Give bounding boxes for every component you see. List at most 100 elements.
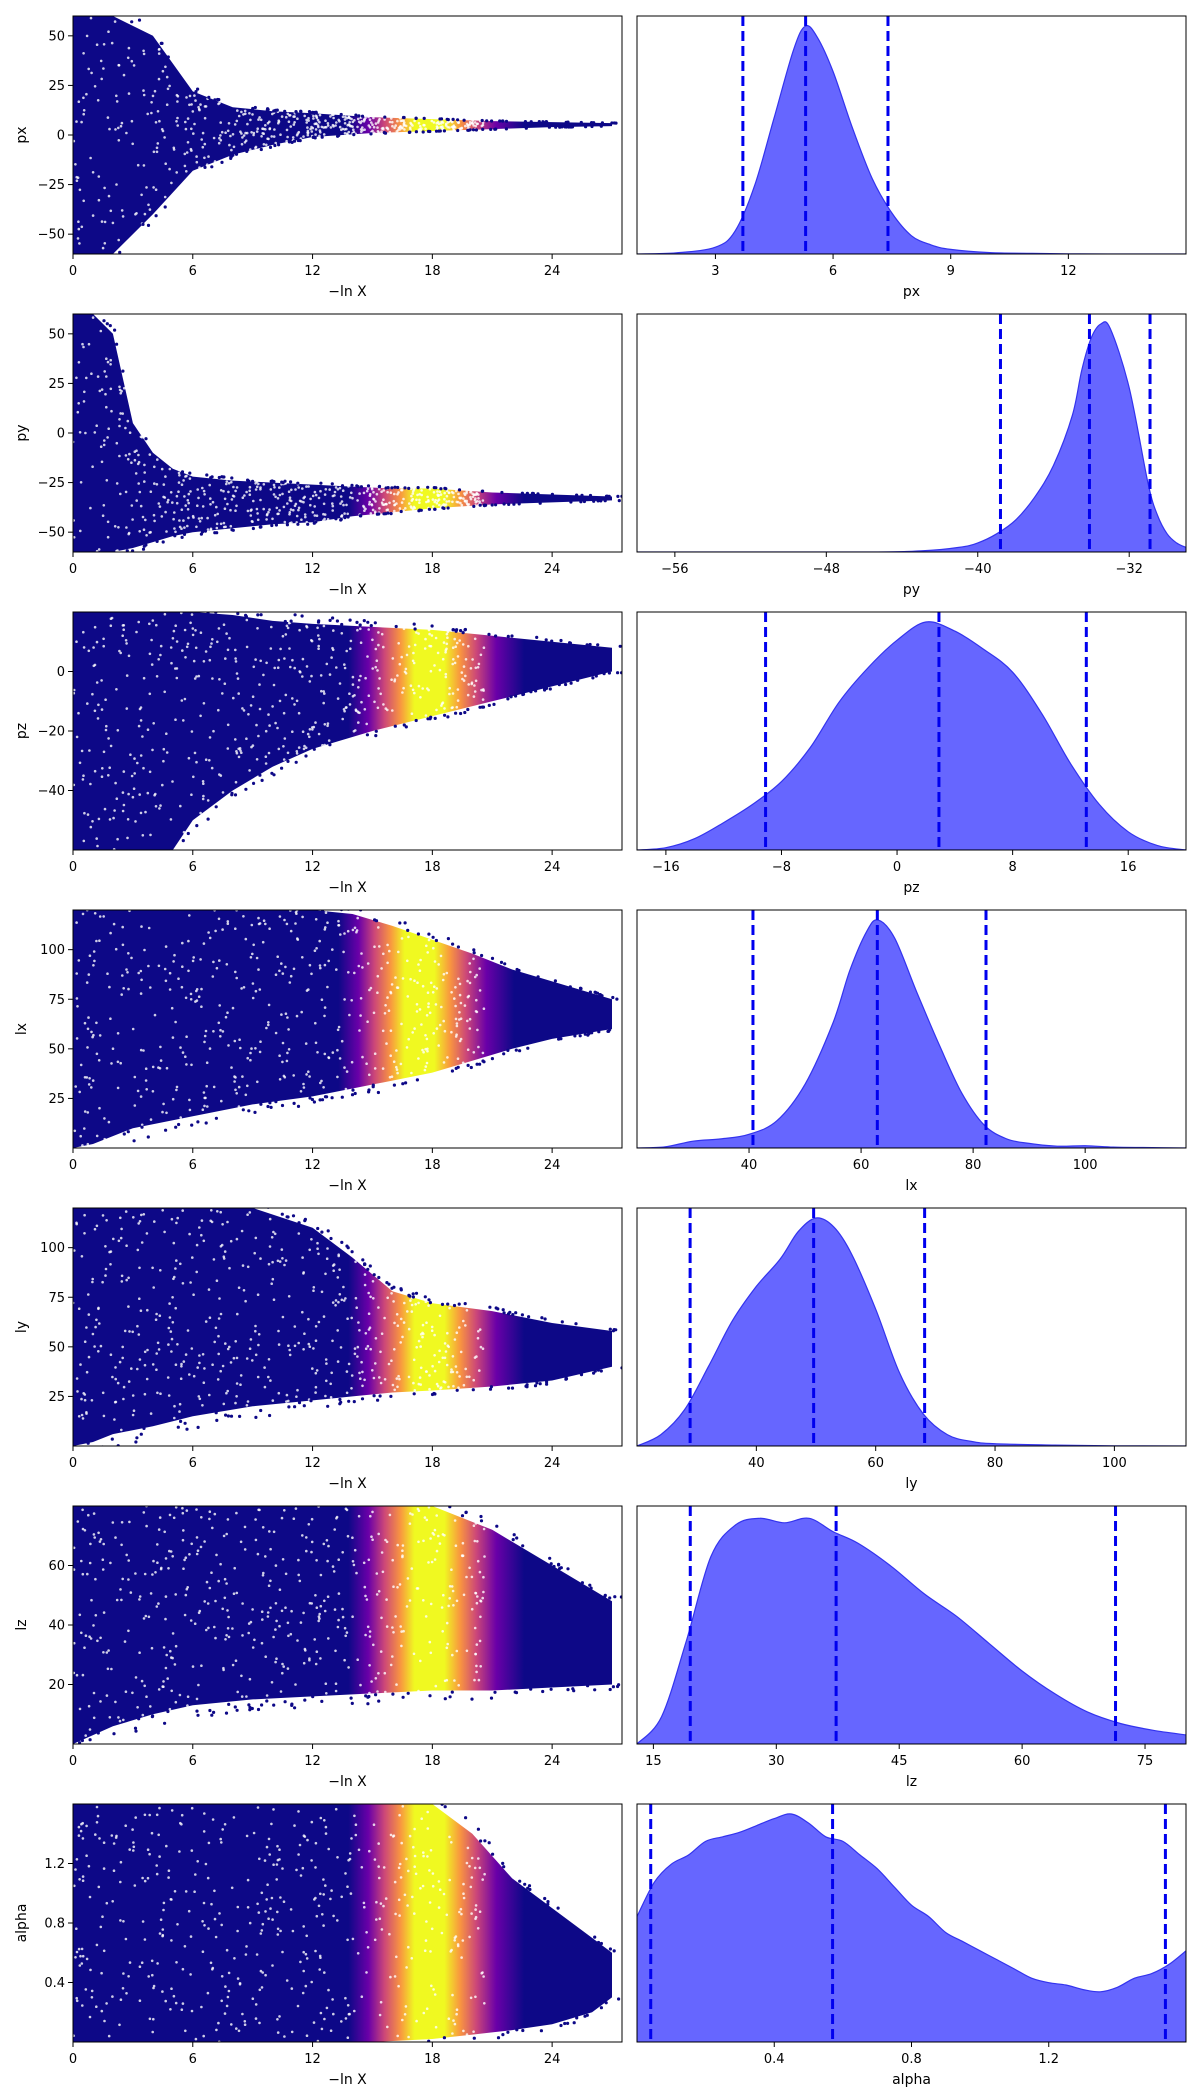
x-axis-label: −ln X (328, 284, 367, 300)
x-tick-label: 0 (69, 264, 77, 279)
y-tick-label: 50 (48, 1042, 65, 1057)
x-tick-label: 100 (1073, 1158, 1098, 1173)
y-axis-label: ly (14, 1321, 30, 1333)
x-tick-label: 60 (853, 1158, 870, 1173)
sample-cloud (73, 1804, 612, 2042)
sample-points (73, 316, 622, 552)
x-tick-label: 45 (891, 1754, 908, 1769)
right-axes-frame (636, 1803, 1187, 2043)
y-tick-label: 0.4 (44, 1976, 65, 1991)
x-tick-label: 0.4 (764, 2052, 785, 2067)
x-tick-label: 8 (1008, 860, 1016, 875)
x-tick-label: 0 (69, 2052, 77, 2067)
posterior-density-area (637, 25, 1186, 254)
x-tick-label: 18 (424, 264, 441, 279)
posterior-panel-alpha: 0.4 0.8 1.2 alpha (636, 1803, 1187, 2088)
x-tick-label: 12 (304, 2052, 321, 2067)
trace-panel-py: 0 6 12 18 24 −ln X −50 −25 0 25 50 py (14, 313, 623, 598)
x-tick-label: 18 (424, 562, 441, 577)
trace-panel-lz: 0 6 12 18 24 −ln X 20 40 60 lz (14, 1505, 623, 1790)
right-axes-frame (636, 611, 1187, 851)
y-tick-label: 100 (40, 1241, 65, 1256)
y-tick-label: 75 (48, 993, 65, 1008)
x-axis-label: px (903, 284, 920, 300)
y-tick-label: −50 (38, 526, 65, 541)
x-tick-label: 75 (1137, 1754, 1154, 1769)
x-tick-label: 12 (1060, 264, 1077, 279)
x-tick-label: 24 (544, 264, 561, 279)
sample-points (73, 16, 618, 254)
y-tick-label: 25 (48, 79, 65, 94)
right-axes-frame (636, 15, 1187, 255)
x-tick-label: 0 (69, 1456, 77, 1471)
x-tick-label: 1.2 (1038, 2052, 1059, 2067)
x-tick-label: 100 (1102, 1456, 1127, 1471)
y-tick-label: 50 (48, 29, 65, 44)
sample-cloud (73, 1506, 612, 1744)
right-axes-frame (636, 313, 1187, 553)
sample-cloud (73, 16, 612, 254)
x-tick-label: 12 (304, 264, 321, 279)
x-tick-label: −16 (652, 860, 679, 875)
posterior-panel-pz: −16 −8 0 8 16 pz (636, 611, 1187, 896)
y-tick-label: −40 (38, 784, 65, 799)
x-axis-label: pz (903, 880, 919, 896)
x-axis-label: −ln X (328, 1774, 367, 1790)
x-axis-label: ly (905, 1476, 917, 1492)
posterior-density-area (637, 1217, 1186, 1446)
x-tick-label: 6 (189, 2052, 197, 2067)
x-tick-label: 18 (424, 860, 441, 875)
posterior-panel-lx: 40 60 80 100 lx (636, 909, 1187, 1194)
x-tick-label: 6 (189, 264, 197, 279)
x-tick-label: 3 (711, 264, 719, 279)
right-axes-frame (636, 909, 1187, 1149)
left-axes-frame (72, 909, 623, 1149)
x-tick-label: 12 (304, 1456, 321, 1471)
x-tick-label: −48 (813, 562, 840, 577)
x-tick-label: 80 (987, 1456, 1004, 1471)
left-axes-frame (72, 1207, 623, 1447)
x-tick-label: 6 (189, 860, 197, 875)
y-tick-label: 25 (48, 1092, 65, 1107)
right-axes-frame (636, 1207, 1187, 1447)
x-tick-label: 6 (829, 264, 837, 279)
trace-panel-ly: 0 6 12 18 24 −ln X 25 50 75 100 ly (14, 1207, 623, 1492)
posterior-panel-lz: 15 30 45 60 75 lz (636, 1505, 1187, 1790)
y-tick-label: 0 (57, 129, 65, 144)
posterior-panel-ly: 40 60 80 100 ly (636, 1207, 1187, 1492)
x-tick-label: 18 (424, 2052, 441, 2067)
x-axis-label: −ln X (328, 2072, 367, 2088)
x-tick-label: 12 (304, 1754, 321, 1769)
x-tick-label: 6 (189, 1456, 197, 1471)
x-tick-label: 24 (544, 860, 561, 875)
x-axis-label: −ln X (328, 880, 367, 896)
posterior-density-area (637, 919, 1186, 1148)
x-tick-label: 24 (544, 1158, 561, 1173)
y-tick-label: 100 (40, 943, 65, 958)
posterior-density-area (637, 621, 1186, 850)
x-tick-label: 12 (304, 1158, 321, 1173)
posterior-density-area (637, 1517, 1186, 1744)
x-axis-label: −ln X (328, 1476, 367, 1492)
x-tick-label: 6 (189, 1158, 197, 1173)
sample-points (73, 1804, 621, 2042)
x-axis-label: lz (906, 1774, 917, 1790)
y-tick-label: 25 (48, 377, 65, 392)
y-tick-label: −25 (38, 178, 65, 193)
y-axis-label: alpha (14, 1904, 30, 1943)
trace-panel-px: 0 6 12 18 24 −ln X −50 −25 0 25 50 px (14, 15, 623, 300)
y-tick-label: 40 (48, 1619, 65, 1634)
x-tick-label: 0 (69, 1158, 77, 1173)
x-tick-label: 0 (893, 860, 901, 875)
x-axis-label: lx (905, 1178, 917, 1194)
y-tick-label: 1.2 (44, 1857, 65, 1872)
x-tick-label: 15 (645, 1754, 662, 1769)
y-tick-label: 25 (48, 1390, 65, 1405)
trace-panel-alpha: 0 6 12 18 24 −ln X 0.4 0.8 1.2 alpha (14, 1803, 623, 2088)
x-tick-label: 24 (544, 562, 561, 577)
x-tick-label: 24 (544, 2052, 561, 2067)
x-tick-label: 12 (304, 562, 321, 577)
posterior-panel-px: 3 6 9 12 px (636, 15, 1187, 300)
x-tick-label: 24 (544, 1456, 561, 1471)
